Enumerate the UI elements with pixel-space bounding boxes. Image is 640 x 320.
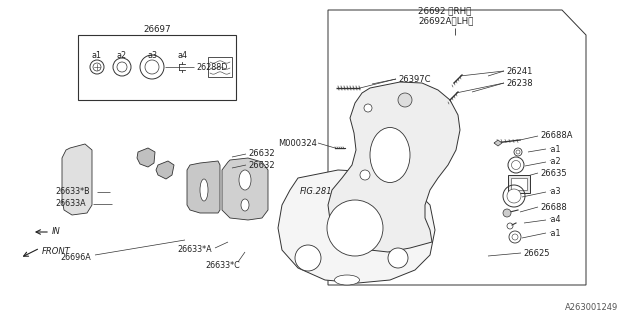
Bar (78, 35, 236, 100)
Text: 26288D: 26288D (196, 62, 227, 71)
Text: 26633*C: 26633*C (205, 260, 240, 269)
Circle shape (388, 248, 408, 268)
Polygon shape (156, 161, 174, 179)
Text: a4: a4 (177, 51, 187, 60)
Circle shape (503, 209, 511, 217)
Text: 26632: 26632 (248, 149, 275, 158)
Circle shape (360, 170, 370, 180)
Ellipse shape (335, 275, 360, 285)
Text: 26632: 26632 (248, 161, 275, 170)
Circle shape (117, 62, 127, 72)
Polygon shape (137, 148, 155, 167)
Text: 26688A: 26688A (540, 132, 573, 140)
Text: ·a1: ·a1 (548, 228, 561, 237)
Text: M000324: M000324 (278, 139, 317, 148)
Text: 26697: 26697 (143, 26, 171, 35)
Polygon shape (187, 161, 220, 213)
Circle shape (145, 60, 159, 74)
Text: FIG.281: FIG.281 (300, 188, 333, 196)
Circle shape (93, 63, 101, 71)
Ellipse shape (370, 127, 410, 182)
Bar (208, 57, 232, 77)
Text: ·a2: ·a2 (548, 157, 561, 166)
Text: 26688: 26688 (540, 203, 567, 212)
Text: 26241: 26241 (506, 67, 532, 76)
Bar (511, 178, 527, 190)
Ellipse shape (200, 179, 208, 201)
Text: ·a4: ·a4 (548, 215, 561, 225)
Circle shape (507, 189, 521, 203)
Text: A263001249: A263001249 (564, 303, 618, 312)
Text: 26633*A: 26633*A (177, 245, 212, 254)
Text: 26633A: 26633A (55, 199, 86, 209)
Polygon shape (328, 82, 460, 252)
Text: 26692A〈LH〉: 26692A〈LH〉 (418, 17, 474, 26)
Polygon shape (222, 158, 268, 220)
Circle shape (512, 234, 518, 240)
Ellipse shape (241, 199, 249, 211)
Text: 26238: 26238 (506, 78, 532, 87)
Polygon shape (62, 144, 92, 215)
Text: a1: a1 (92, 51, 102, 60)
Polygon shape (328, 10, 586, 285)
Text: a3: a3 (147, 51, 157, 60)
Circle shape (398, 93, 412, 107)
Circle shape (516, 150, 520, 154)
Text: 26397C: 26397C (398, 75, 431, 84)
Text: 26625: 26625 (523, 249, 550, 258)
Circle shape (364, 104, 372, 112)
Text: ·a3: ·a3 (548, 188, 561, 196)
Text: a2: a2 (117, 51, 127, 60)
Text: ·a1: ·a1 (548, 145, 561, 154)
Bar (508, 175, 530, 193)
Circle shape (327, 200, 383, 256)
Text: IN: IN (52, 228, 61, 236)
Polygon shape (494, 140, 502, 146)
Text: FRONT: FRONT (42, 247, 71, 257)
Ellipse shape (239, 170, 251, 190)
Text: 26635: 26635 (540, 169, 566, 178)
Circle shape (511, 161, 520, 170)
Polygon shape (278, 170, 435, 283)
Text: 26633*B: 26633*B (55, 188, 90, 196)
Circle shape (295, 245, 321, 271)
Text: 26696A: 26696A (60, 253, 91, 262)
Text: 26692 〈RH〉: 26692 〈RH〉 (418, 6, 472, 15)
